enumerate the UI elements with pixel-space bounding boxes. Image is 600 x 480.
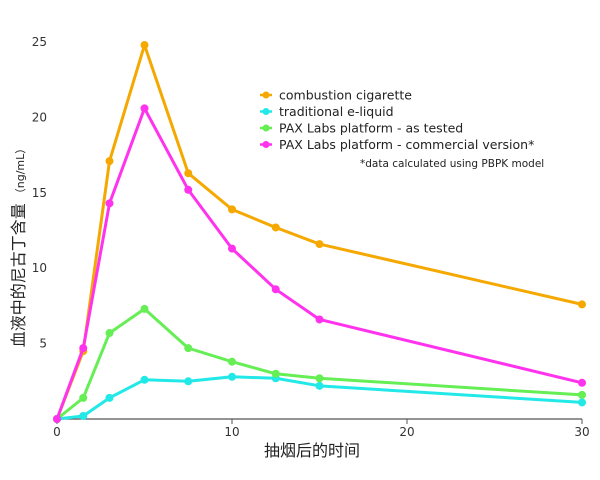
data-point <box>79 344 88 353</box>
series-line <box>53 41 586 423</box>
x-tick-label: 10 <box>224 425 239 439</box>
data-point <box>184 185 193 194</box>
data-point <box>105 199 114 208</box>
data-point <box>140 375 149 384</box>
x-tick-label: 0 <box>53 425 61 439</box>
legend-item: traditional e-liquid <box>260 104 394 119</box>
series-path <box>55 106 584 421</box>
legend-item: PAX Labs platform - commercial version* <box>260 137 534 152</box>
data-point <box>578 378 586 387</box>
data-point <box>228 357 236 366</box>
y-tick-label: 25 <box>32 35 47 49</box>
x-axis-title: 抽烟后的时间 <box>264 441 360 460</box>
y-tick-label: 10 <box>32 261 47 275</box>
series-group <box>53 41 586 423</box>
legend-swatch-marker <box>262 124 270 132</box>
legend-item: PAX Labs platform - as tested <box>260 121 463 136</box>
legend-label: PAX Labs platform - commercial version* <box>279 137 534 152</box>
data-point <box>140 304 149 313</box>
data-note: *data calculated using PBPK model <box>360 158 544 170</box>
data-point <box>79 411 88 420</box>
axes <box>56 418 583 424</box>
data-point <box>228 244 236 253</box>
data-point <box>315 381 324 390</box>
data-point <box>228 205 236 214</box>
tick-labels: 0 10 20 30 5 10 15 20 25 <box>32 35 590 439</box>
legend-swatch-marker <box>262 141 270 148</box>
legend-label: combustion cigarette <box>279 88 412 103</box>
data-point <box>105 157 114 166</box>
data-point <box>105 393 114 402</box>
data-point <box>315 374 324 383</box>
data-point <box>105 329 114 338</box>
series-line <box>53 104 586 423</box>
data-point <box>578 300 586 309</box>
data-point <box>271 223 280 232</box>
data-point <box>140 104 149 113</box>
data-point <box>184 169 193 178</box>
x-tick-label: 30 <box>574 425 589 439</box>
data-point <box>271 285 280 294</box>
legend-item: combustion cigarette <box>260 88 412 103</box>
data-point <box>578 398 586 407</box>
data-point <box>79 393 88 402</box>
data-point <box>315 240 324 249</box>
y-axis-title-main: 血液中的尼古丁含量 <box>9 203 28 347</box>
data-point <box>184 377 193 386</box>
data-point <box>228 372 236 381</box>
data-point <box>184 344 193 353</box>
y-tick-label: 15 <box>32 186 47 200</box>
legend-swatch-marker <box>262 91 270 99</box>
data-point <box>140 41 149 50</box>
y-axis-title: 血液中的尼古丁含量 （ng/mL） <box>9 143 28 348</box>
legend-label: PAX Labs platform - as tested <box>279 121 463 136</box>
y-tick-label: 5 <box>39 337 47 351</box>
y-axis-title-unit: （ng/mL） <box>14 143 27 200</box>
data-point <box>578 390 586 399</box>
legend-label: traditional e-liquid <box>279 104 394 119</box>
y-tick-label: 20 <box>32 110 47 124</box>
legend-swatch-marker <box>262 108 270 115</box>
data-point <box>53 415 61 423</box>
data-point <box>315 315 324 324</box>
y-axis-title-group: 血液中的尼古丁含量 （ng/mL） <box>9 143 28 348</box>
data-point <box>271 369 280 378</box>
x-tick-label: 20 <box>399 425 414 439</box>
